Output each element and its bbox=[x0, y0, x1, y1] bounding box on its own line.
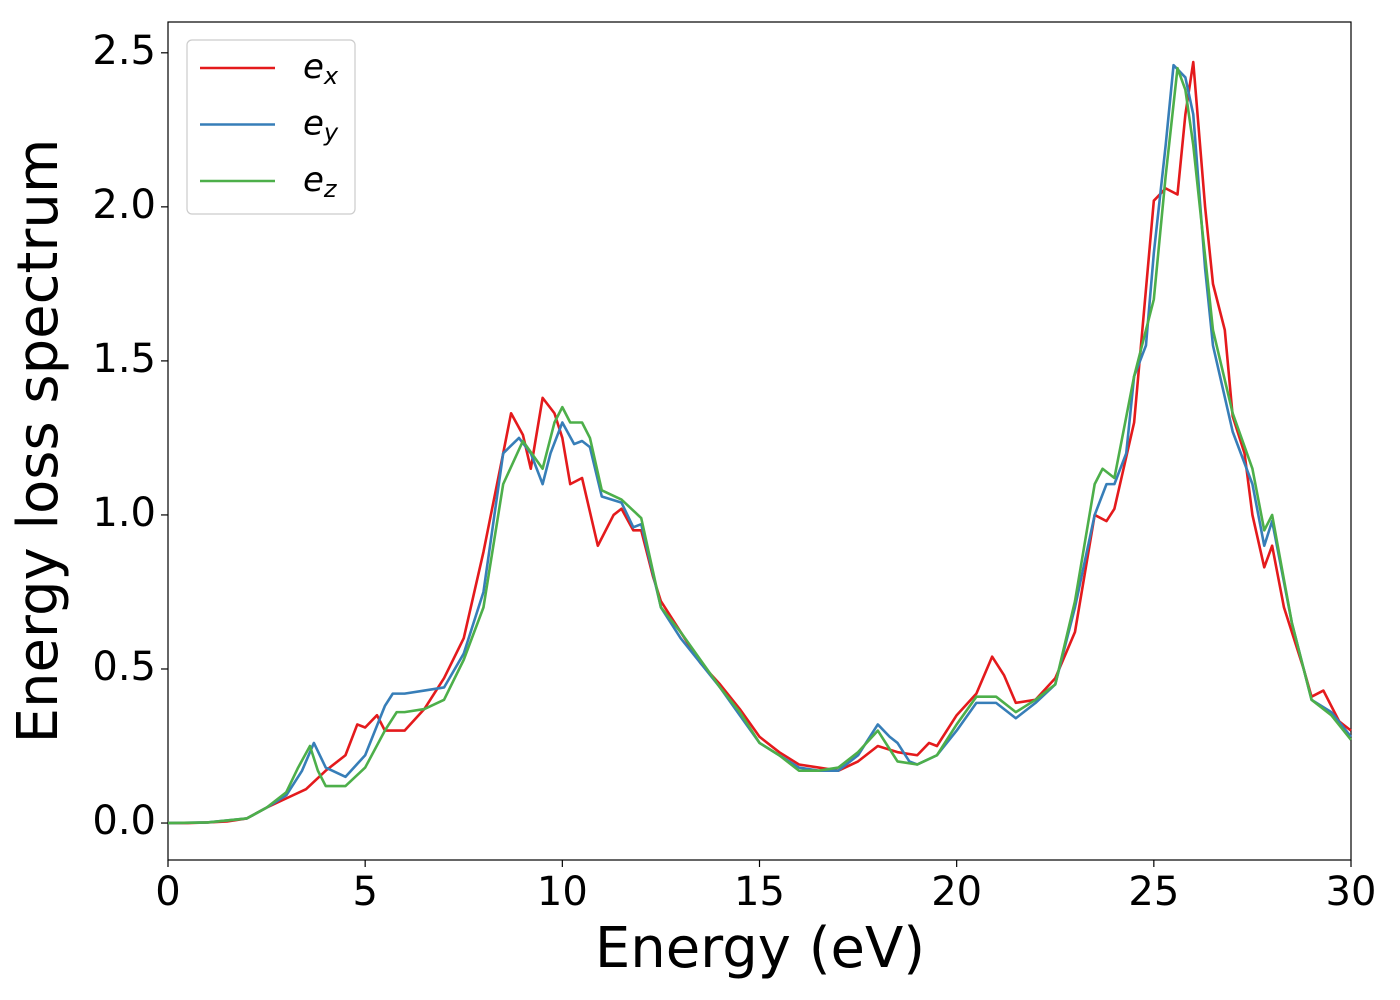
x-tick-label: 15 bbox=[734, 869, 785, 915]
legend-label: ex bbox=[303, 47, 339, 91]
legend-box bbox=[186, 39, 356, 215]
legend-label: ey bbox=[303, 103, 339, 147]
x-axis-label: Energy (eV) bbox=[595, 916, 925, 981]
y-tick-label: 0.0 bbox=[92, 798, 156, 844]
legend-label: ez bbox=[303, 160, 338, 204]
x-tick-label: 10 bbox=[537, 869, 588, 915]
x-tick-label: 20 bbox=[931, 869, 982, 915]
y-tick-label: 2.0 bbox=[92, 182, 156, 228]
y-axis-label: Energy loss spectrum bbox=[6, 139, 71, 744]
x-tick-label: 0 bbox=[155, 869, 180, 915]
y-tick-label: 2.5 bbox=[92, 28, 156, 74]
series-line bbox=[167, 66, 1353, 825]
y-tick-label: 0.5 bbox=[92, 644, 156, 690]
x-tick-label: 30 bbox=[1326, 869, 1377, 915]
x-tick-label: 5 bbox=[352, 869, 377, 915]
y-tick-label: 1.0 bbox=[92, 490, 156, 536]
x-tick-label: 25 bbox=[1128, 869, 1179, 915]
series-line bbox=[168, 60, 1352, 825]
series-line bbox=[167, 63, 1353, 825]
y-tick-label: 1.5 bbox=[92, 336, 156, 382]
